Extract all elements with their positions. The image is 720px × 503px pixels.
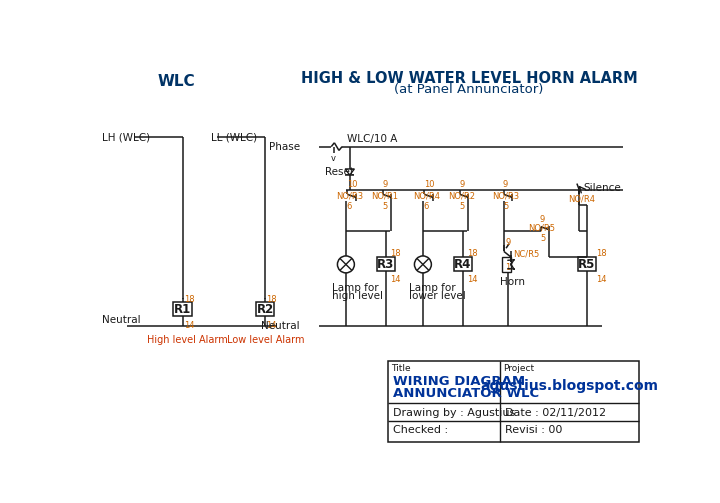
Text: 14: 14 <box>390 275 401 284</box>
Text: NO/R4: NO/R4 <box>568 194 595 203</box>
Text: lower level: lower level <box>409 291 466 301</box>
Text: R1: R1 <box>174 303 192 315</box>
Text: v: v <box>330 153 336 162</box>
Text: Revisi : 00: Revisi : 00 <box>505 426 562 435</box>
Text: agustius.blogspot.com: agustius.blogspot.com <box>480 379 658 393</box>
Text: 6: 6 <box>346 202 352 211</box>
Text: LL (WLC): LL (WLC) <box>211 132 257 142</box>
Text: HIGH & LOW WATER LEVEL HORN ALARM: HIGH & LOW WATER LEVEL HORN ALARM <box>301 71 637 86</box>
Text: 6: 6 <box>423 202 429 211</box>
Text: NO/R3: NO/R3 <box>492 191 519 200</box>
Text: 14: 14 <box>596 275 607 284</box>
Text: NO/R3: NO/R3 <box>336 191 363 200</box>
Text: LH (WLC): LH (WLC) <box>102 132 150 142</box>
Text: Low level Alarm: Low level Alarm <box>227 336 304 345</box>
Text: 18: 18 <box>467 249 478 258</box>
Text: Checked :: Checked : <box>393 426 448 435</box>
Text: ANNUNCIATOR WLC: ANNUNCIATOR WLC <box>393 387 539 400</box>
Bar <box>503 257 511 272</box>
Text: (at Panel Annunciator): (at Panel Annunciator) <box>395 83 544 97</box>
Text: 10: 10 <box>423 180 434 189</box>
Text: 14: 14 <box>266 320 277 329</box>
Text: Lamp for: Lamp for <box>409 283 456 293</box>
Text: WLC/10 A: WLC/10 A <box>346 134 397 144</box>
Text: NC/R5: NC/R5 <box>513 250 539 259</box>
Text: Silence: Silence <box>584 183 621 193</box>
Text: WLC: WLC <box>158 74 195 89</box>
Text: 18: 18 <box>390 249 401 258</box>
Text: 5: 5 <box>503 202 508 211</box>
Text: R3: R3 <box>377 258 395 271</box>
Text: 14: 14 <box>467 275 478 284</box>
Text: R4: R4 <box>454 258 472 271</box>
Bar <box>388 361 639 442</box>
Text: 5: 5 <box>459 202 464 211</box>
Text: 9: 9 <box>382 180 387 189</box>
Bar <box>577 258 596 271</box>
Text: Title: Title <box>392 364 411 373</box>
Text: NO/R1: NO/R1 <box>372 191 398 200</box>
Text: R5: R5 <box>578 258 595 271</box>
Text: 1: 1 <box>505 263 510 272</box>
Text: 5: 5 <box>540 234 545 243</box>
Bar <box>256 302 274 316</box>
Text: 14: 14 <box>184 320 194 329</box>
Text: NO/R4: NO/R4 <box>413 191 440 200</box>
Text: Reset: Reset <box>325 167 354 177</box>
Text: NO/R2: NO/R2 <box>449 191 475 200</box>
Bar <box>377 258 395 271</box>
Text: 18: 18 <box>596 249 607 258</box>
Text: NO/R5: NO/R5 <box>528 224 555 233</box>
Text: High level Alarm: High level Alarm <box>147 336 228 345</box>
Bar <box>174 302 192 316</box>
Text: 9: 9 <box>459 180 464 189</box>
Text: high level: high level <box>332 291 383 301</box>
Text: 9: 9 <box>505 237 510 246</box>
Text: 9: 9 <box>503 180 508 189</box>
Bar <box>454 258 472 271</box>
Text: WIRING DIAGRAM: WIRING DIAGRAM <box>393 375 525 387</box>
Text: 18: 18 <box>266 295 277 303</box>
Text: Project: Project <box>503 364 534 373</box>
Text: 9: 9 <box>540 215 545 224</box>
Text: 5: 5 <box>382 202 387 211</box>
Text: 10: 10 <box>346 180 357 189</box>
Text: Horn: Horn <box>500 277 525 287</box>
Text: Phase: Phase <box>269 142 300 151</box>
Text: Neutral: Neutral <box>102 315 140 325</box>
Text: Date : 02/11/2012: Date : 02/11/2012 <box>505 407 606 417</box>
Text: Lamp for: Lamp for <box>332 283 379 293</box>
Text: R2: R2 <box>256 303 274 315</box>
Text: Neutral: Neutral <box>261 321 300 331</box>
Text: 18: 18 <box>184 295 195 303</box>
Text: Drawing by : Agustius: Drawing by : Agustius <box>393 407 515 417</box>
